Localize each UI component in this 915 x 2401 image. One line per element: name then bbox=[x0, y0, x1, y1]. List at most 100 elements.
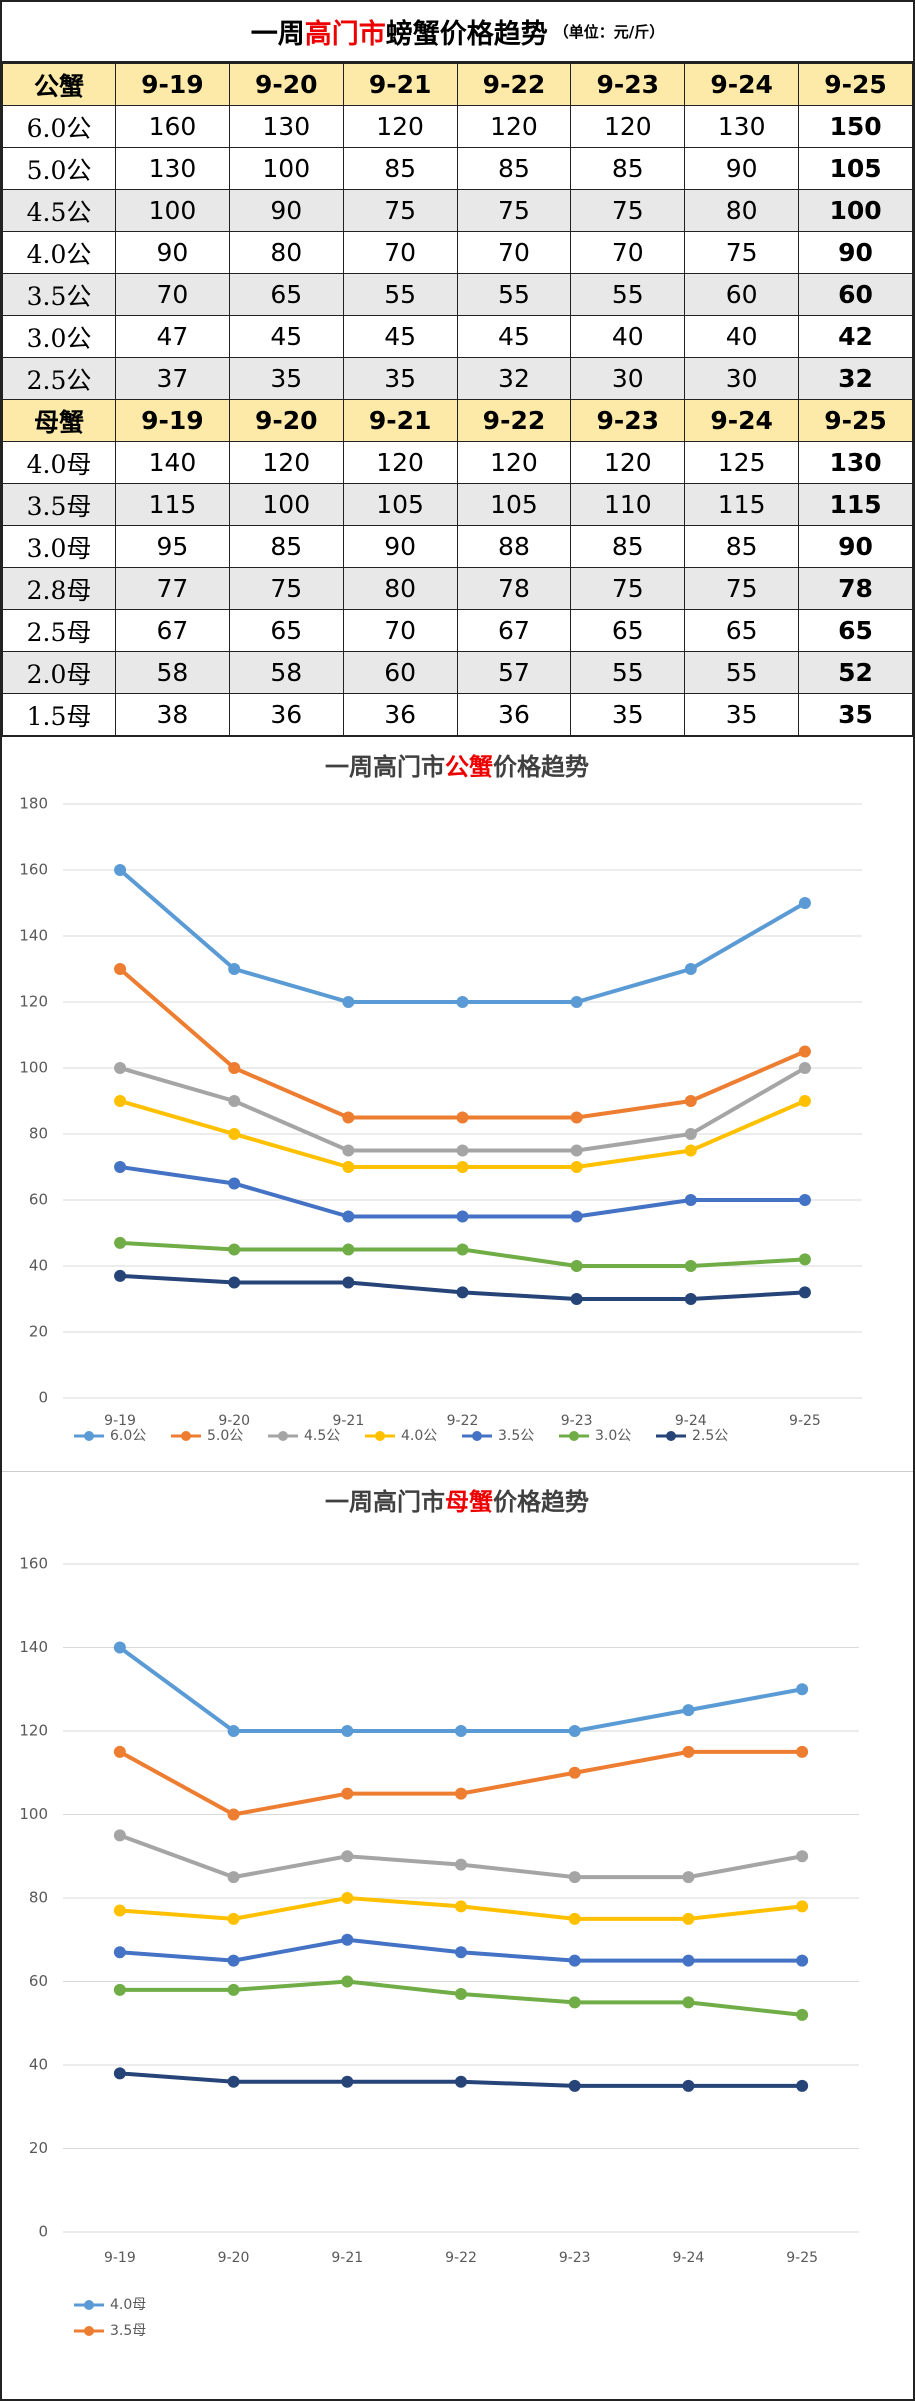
x-tick-label: 9-25 bbox=[786, 2250, 818, 2266]
data-point bbox=[114, 1269, 127, 1282]
data-point bbox=[114, 1236, 127, 1249]
data-point bbox=[114, 1161, 127, 1173]
series-line bbox=[118, 1749, 803, 1817]
data-point bbox=[456, 1111, 469, 1124]
data-point bbox=[113, 1946, 126, 1959]
title-unit: （单位：元/斤） bbox=[553, 23, 665, 41]
header-cell: 9-23 bbox=[570, 399, 686, 442]
cell: 120 bbox=[456, 105, 572, 148]
data-point bbox=[228, 1243, 241, 1256]
row: 4.5公 100 90 75 75 75 80 100 bbox=[2, 189, 913, 232]
cell: 65 bbox=[570, 609, 686, 652]
cell: 85 bbox=[228, 525, 344, 568]
data-point bbox=[227, 1871, 240, 1884]
cell: 110 bbox=[570, 483, 686, 526]
data-point bbox=[570, 1260, 583, 1272]
cell: 1.5母 bbox=[2, 693, 116, 736]
legend-label: 3.5公 bbox=[498, 1428, 534, 1444]
cell: 38 bbox=[115, 693, 230, 736]
cell: 70 bbox=[456, 231, 572, 274]
cell: 65 bbox=[228, 273, 344, 316]
cell: 55 bbox=[570, 273, 686, 316]
cell: 140 bbox=[115, 441, 230, 484]
x-tick-label: 9-20 bbox=[218, 2250, 250, 2266]
data-point bbox=[341, 1787, 354, 1800]
x-tick-label: 9-20 bbox=[218, 1413, 250, 1429]
cell: 80 bbox=[684, 189, 800, 232]
cell: 100 bbox=[228, 147, 344, 190]
y-tick-label: 80 bbox=[29, 1125, 48, 1143]
header-cell: 9-22 bbox=[456, 399, 572, 442]
cell: 115 bbox=[684, 483, 800, 526]
cell: 45 bbox=[228, 315, 344, 358]
cell: 70 bbox=[115, 273, 230, 316]
cell: 40 bbox=[684, 315, 800, 358]
data-point bbox=[455, 1787, 467, 1800]
data-point bbox=[798, 1253, 811, 1266]
data-point bbox=[570, 1161, 583, 1173]
data-point bbox=[455, 1988, 467, 2001]
cell: 120 bbox=[570, 441, 686, 484]
cell: 35 bbox=[342, 357, 458, 400]
cell: 32 bbox=[798, 357, 913, 400]
cell: 100 bbox=[228, 483, 344, 526]
cell: 90 bbox=[342, 525, 458, 568]
row: 2.0母 58 58 60 57 55 55 52 bbox=[2, 651, 913, 694]
data-point bbox=[341, 1725, 354, 1737]
row: 2.5母 67 65 70 67 65 65 65 bbox=[2, 609, 913, 652]
cell: 150 bbox=[798, 105, 913, 148]
data-point bbox=[682, 1745, 695, 1758]
cell: 3.0母 bbox=[2, 525, 116, 568]
cell: 3.5公 bbox=[2, 273, 116, 316]
data-point bbox=[682, 1704, 695, 1717]
data-point bbox=[684, 963, 697, 975]
title-part: 母蟹 bbox=[445, 1487, 493, 1516]
cell: 30 bbox=[570, 357, 686, 400]
data-point bbox=[113, 2067, 126, 2080]
cell: 36 bbox=[342, 693, 458, 736]
data-point bbox=[114, 864, 127, 876]
cell: 80 bbox=[342, 567, 458, 610]
cell: 130 bbox=[228, 105, 344, 148]
data-point bbox=[796, 2008, 809, 2021]
y-tick-label: 120 bbox=[19, 1722, 48, 1740]
cell: 105 bbox=[798, 147, 913, 190]
cell: 67 bbox=[456, 609, 572, 652]
y-tick-label: 160 bbox=[19, 861, 48, 879]
data-point bbox=[227, 1912, 240, 1925]
title-part: 一周高门市 bbox=[325, 752, 445, 781]
cell: 58 bbox=[228, 651, 344, 694]
data-point bbox=[342, 1276, 355, 1289]
data-point bbox=[342, 996, 355, 1008]
x-tick-label: 9-22 bbox=[447, 1413, 479, 1429]
cell: 78 bbox=[456, 567, 572, 610]
cell: 160 bbox=[115, 105, 230, 148]
x-tick-label: 9-19 bbox=[104, 2250, 136, 2266]
title-part: 一周 bbox=[250, 19, 305, 50]
cell: 100 bbox=[798, 189, 913, 232]
data-point bbox=[570, 996, 583, 1008]
cell: 77 bbox=[115, 567, 230, 610]
data-point bbox=[570, 1144, 583, 1157]
cell: 85 bbox=[570, 525, 686, 568]
cell: 57 bbox=[456, 651, 572, 694]
chart: 一周高门市公蟹价格趋势 0 20 40 60 80 100 120 140 160 180 9-19 9… bbox=[2, 736, 913, 1444]
data-point bbox=[455, 1725, 467, 1737]
y-tick-label: 60 bbox=[29, 1972, 48, 1990]
cell: 75 bbox=[228, 567, 344, 610]
cell: 75 bbox=[684, 231, 800, 274]
price-table: 公蟹 9-19 9-20 9-21 9-22 9-23 9-24 9-25 6.0公 160 130… bbox=[2, 63, 913, 736]
data-point bbox=[456, 1243, 469, 1256]
cell: 120 bbox=[456, 441, 572, 484]
title-part: 价格趋势 bbox=[493, 752, 589, 781]
series-line bbox=[119, 1165, 805, 1219]
cell: 90 bbox=[798, 231, 913, 274]
data-point bbox=[228, 1128, 241, 1140]
cell: 70 bbox=[570, 231, 686, 274]
cell: 4.0公 bbox=[2, 231, 116, 274]
title-part: 螃蟹价格趋势 bbox=[385, 19, 548, 50]
y-tick-label: 40 bbox=[29, 1257, 48, 1275]
header-cell: 母蟹 bbox=[2, 399, 116, 442]
cell: 120 bbox=[342, 105, 458, 148]
data-point bbox=[342, 1210, 355, 1223]
